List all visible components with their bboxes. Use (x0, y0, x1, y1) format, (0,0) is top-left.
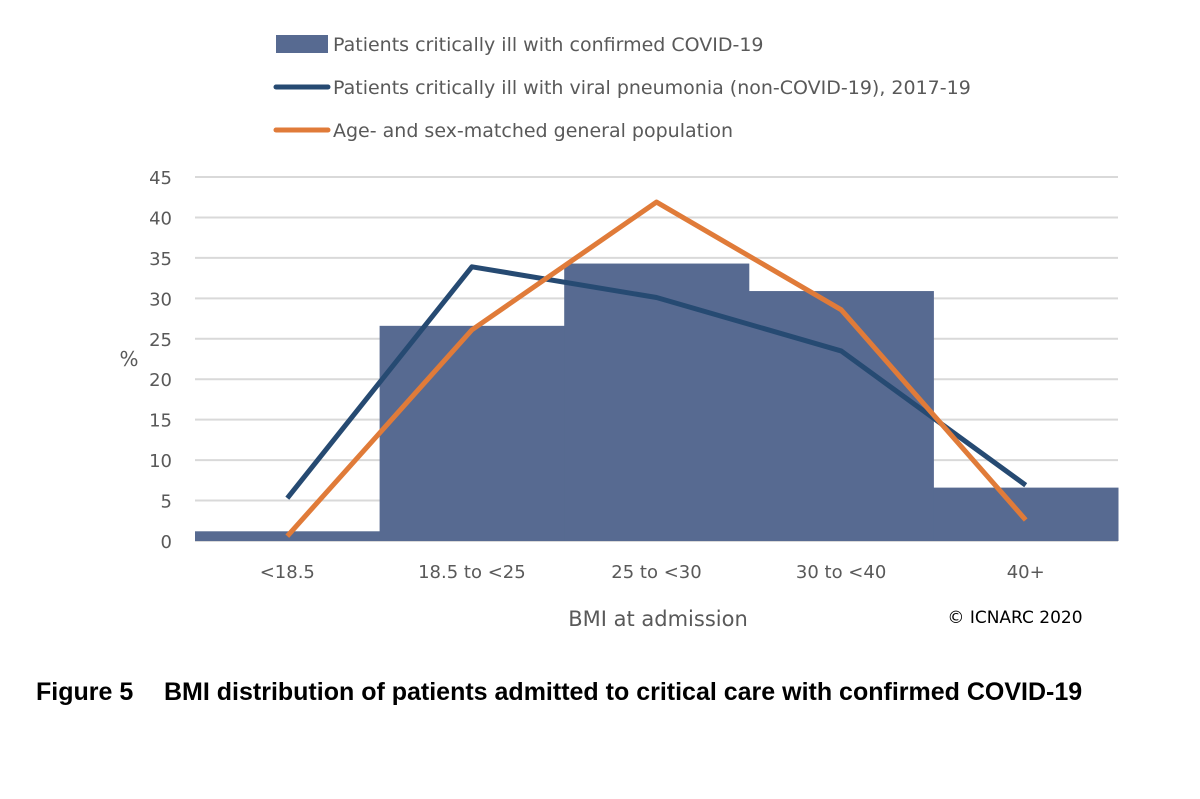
x-tick-label: 25 to <30 (611, 562, 701, 583)
legend-label: Age- and sex-matched general population (333, 120, 733, 142)
bar-covid-19 (748, 291, 934, 541)
y-axis-label: % (119, 347, 138, 371)
legend-label: Patients critically ill with viral pneum… (333, 77, 971, 99)
y-tick-label: 20 (149, 370, 172, 391)
legend-label: Patients critically ill with confirmed C… (333, 34, 764, 56)
y-tick-label: 35 (149, 249, 172, 270)
y-tick-label: 10 (149, 451, 172, 472)
y-tick-label: 0 (161, 532, 172, 553)
bar-covid-19 (933, 487, 1119, 541)
x-tick-label: 40+ (1007, 562, 1045, 583)
x-axis-label: BMI at admission (568, 607, 748, 631)
bmi-chart: 0 5 10 15 20 25 30 35 40 45 <18.5 18.5 to <25 25 to… (119, 34, 1119, 631)
x-tick-label: 30 to <40 (796, 562, 886, 583)
legend-swatch-bar (276, 35, 328, 53)
figure-number: Figure 5 (36, 678, 134, 706)
copyright-annotation: © ICNARC 2020 (947, 608, 1082, 628)
bar-covid-19 (564, 263, 750, 541)
y-tick-label: 25 (149, 330, 172, 351)
x-tick-label: <18.5 (260, 562, 315, 583)
figure-title: BMI distribution of patients admitted to… (164, 678, 1083, 706)
y-tick-label: 45 (149, 168, 172, 189)
y-tick-label: 5 (161, 492, 172, 513)
y-tick-label: 15 (149, 411, 172, 432)
bar-covid-19 (379, 325, 565, 541)
x-tick-label: 18.5 to <25 (418, 562, 526, 583)
y-tick-label: 40 (149, 208, 172, 229)
figure-caption: Figure 5 BMI distribution of patients ad… (36, 676, 1176, 708)
y-tick-label: 30 (149, 289, 172, 310)
